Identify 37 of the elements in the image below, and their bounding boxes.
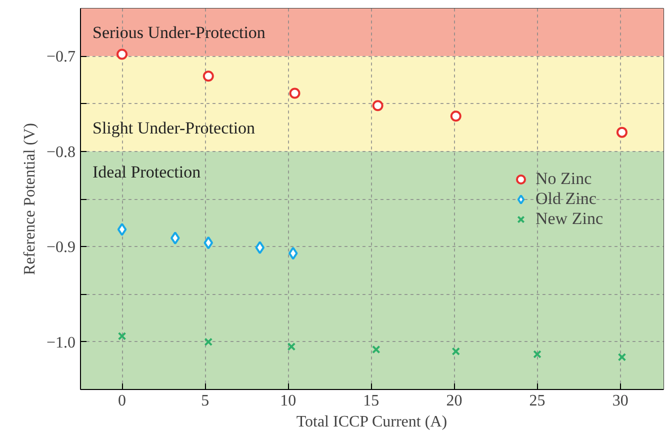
point [450,110,462,122]
x-tick-label: 15 [363,392,380,410]
x-axis-title: Total ICCP Current (A) [296,414,448,430]
x-tick-label: 0 [118,392,126,410]
band-label: Serious Under-Protection [92,23,266,42]
point [116,48,128,60]
point [255,241,265,254]
point [118,332,126,340]
band-label: Slight Under-Protection [92,118,256,138]
x-tick-label: 25 [529,392,546,410]
y-tick-label: −1.0 [46,334,76,352]
point [289,88,300,99]
point [616,126,628,138]
x-tick-label: 30 [612,392,628,410]
point [618,352,626,362]
y-axis-title: Reference Potential (V) [21,123,38,275]
legend-label: Old Zinc [535,188,596,208]
band-label: Ideal Protection [92,162,202,182]
legend-label: New Zinc [535,208,603,228]
x-tick-label: 5 [201,392,210,410]
point [202,70,214,82]
point [372,100,384,112]
point [372,345,380,354]
point [204,236,214,250]
point [452,347,460,356]
point [117,222,127,236]
x-tick-label: 10 [280,392,296,410]
point [170,232,180,245]
point [287,342,296,351]
point [204,338,213,346]
y-tick-label: −0.9 [46,239,76,256]
legend-label: No Zinc [535,168,592,188]
y-tick-label: −0.8 [46,144,76,161]
point [288,246,298,260]
x-tick-label: 20 [446,392,462,410]
y-tick-label: −0.7 [46,48,76,66]
point [533,350,542,358]
